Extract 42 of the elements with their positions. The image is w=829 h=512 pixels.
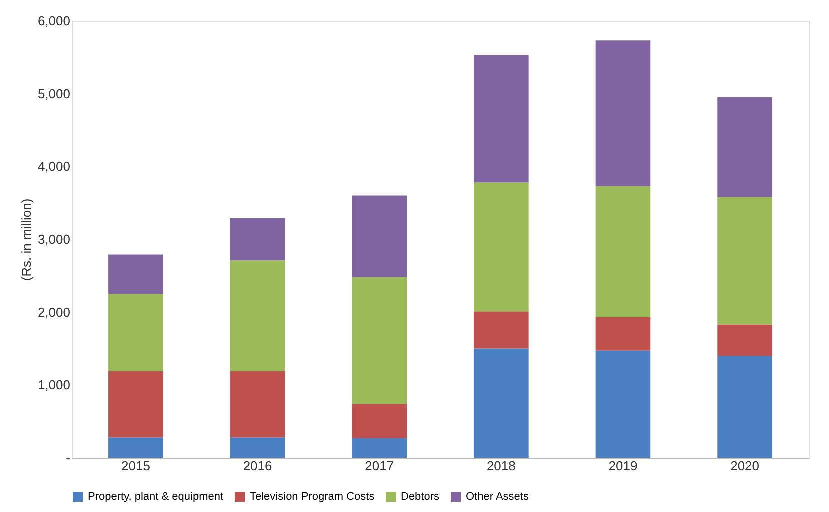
bar bbox=[718, 97, 772, 198]
x-tick-label: 2020 bbox=[730, 458, 760, 474]
x-tick-label: 2016 bbox=[243, 458, 272, 474]
legend-label: Property, plant & equipment bbox=[88, 491, 224, 503]
bar bbox=[596, 186, 651, 318]
bar bbox=[108, 438, 164, 458]
bar bbox=[474, 182, 529, 312]
bar bbox=[718, 197, 772, 325]
bar bbox=[230, 371, 286, 438]
bar bbox=[596, 317, 651, 351]
y-tick-label: - bbox=[66, 450, 70, 466]
x-tick-label: 2017 bbox=[365, 458, 394, 474]
y-tick-label: 1,000 bbox=[38, 378, 70, 393]
bar bbox=[718, 356, 772, 458]
bar bbox=[352, 438, 407, 458]
bar bbox=[352, 196, 407, 278]
bar bbox=[108, 294, 164, 372]
bar bbox=[474, 55, 529, 183]
bar bbox=[230, 438, 286, 458]
bar bbox=[108, 371, 164, 438]
bar bbox=[596, 350, 651, 458]
bar bbox=[718, 324, 772, 356]
y-tick-label: 6,000 bbox=[38, 14, 70, 28]
bar bbox=[230, 218, 286, 261]
y-tick-label: 5,000 bbox=[38, 86, 70, 102]
bar bbox=[352, 277, 407, 404]
y-tick-label: 3,000 bbox=[38, 232, 70, 247]
x-tick-label: 2018 bbox=[486, 458, 516, 474]
legend-label: Television Program Costs bbox=[250, 491, 376, 503]
bar bbox=[230, 260, 286, 372]
bar bbox=[596, 40, 651, 186]
y-tick-label: 4,000 bbox=[38, 159, 70, 174]
bar bbox=[352, 404, 407, 438]
bar bbox=[474, 348, 529, 458]
legend-label: Other Assets bbox=[466, 491, 530, 503]
x-tick-label: 2019 bbox=[608, 458, 638, 474]
y-tick-label: 2,000 bbox=[38, 304, 70, 320]
y-axis-title: (Rs. in million) bbox=[18, 198, 34, 282]
bar bbox=[474, 312, 529, 349]
bar bbox=[108, 254, 164, 294]
x-tick-label: 2015 bbox=[121, 458, 150, 474]
legend-label: Debtors bbox=[401, 491, 440, 503]
